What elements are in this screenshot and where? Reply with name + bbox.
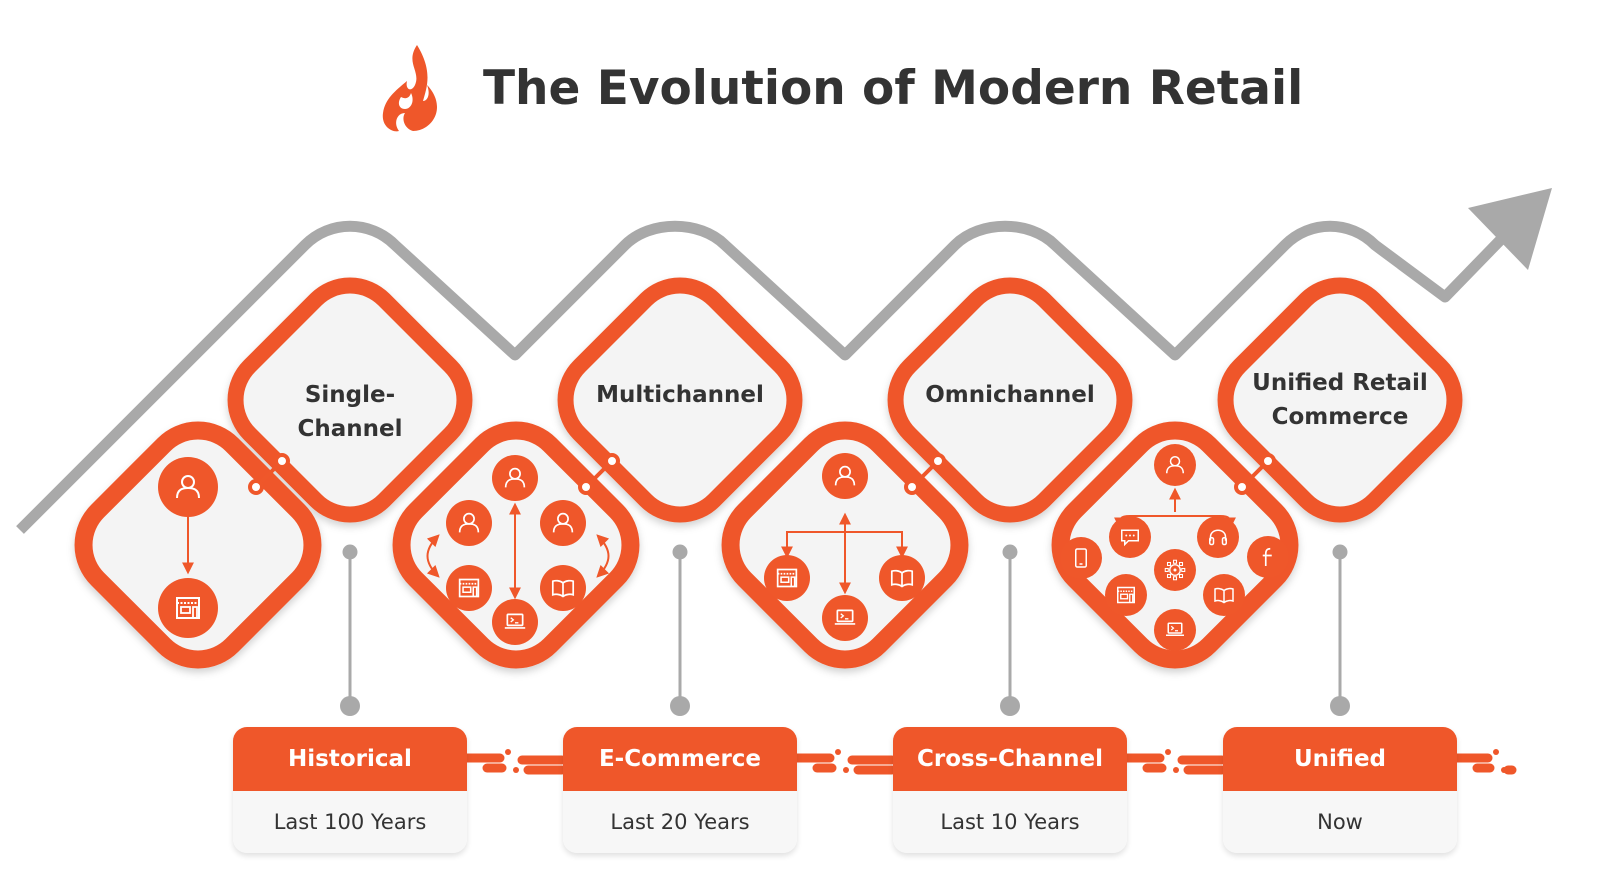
header: The Evolution of Modern Retail <box>375 38 1303 138</box>
hub-icon <box>1154 549 1196 591</box>
user-icon <box>822 453 868 499</box>
user-icon <box>1154 444 1196 486</box>
connector-links <box>248 453 1276 495</box>
store-icon <box>158 578 218 638</box>
stage-title-unified-retail-commerce: Unified Retail Commerce <box>1245 366 1435 434</box>
facebook-icon <box>1247 536 1289 578</box>
store-icon <box>764 555 810 601</box>
stage-title-multichannel: Multichannel <box>596 382 764 408</box>
trend-arrow <box>16 220 1519 534</box>
stage-3-icons <box>764 453 925 641</box>
store-icon <box>446 565 492 611</box>
stage-title-line-2: Commerce <box>1271 404 1409 430</box>
era-card-historical: Historical Last 100 Years <box>233 727 467 853</box>
era-card-cross-channel: Cross-Channel Last 10 Years <box>893 727 1127 853</box>
book-icon <box>1203 574 1245 616</box>
era-label: Unified <box>1223 727 1457 791</box>
user-icon <box>492 455 538 501</box>
era-label: E-Commerce <box>563 727 797 791</box>
era-label: Historical <box>233 727 467 791</box>
stage-4-icons <box>1060 444 1289 651</box>
era-label: Cross-Channel <box>893 727 1127 791</box>
user-icon <box>446 500 492 546</box>
stage-title-single-channel: Single-Channel <box>297 382 403 442</box>
stage-2-icons <box>426 455 610 645</box>
timeline-pins <box>340 544 1350 716</box>
trend-arrow-head <box>1468 188 1552 270</box>
user-icon <box>158 457 218 517</box>
book-icon <box>540 565 586 611</box>
stage-title-omnichannel: Omnichannel <box>925 382 1095 408</box>
era-period: Last 100 Years <box>233 791 467 853</box>
era-card-unified: Unified Now <box>1223 727 1457 853</box>
headphones-icon <box>1197 516 1239 558</box>
laptop-icon <box>492 599 538 645</box>
user-icon <box>540 500 586 546</box>
flame-icon <box>382 44 437 131</box>
laptop-icon <box>822 595 868 641</box>
book-icon <box>879 555 925 601</box>
era-period: Last 20 Years <box>563 791 797 853</box>
chat-icon <box>1109 516 1151 558</box>
page-title: The Evolution of Modern Retail <box>483 60 1304 116</box>
stage-title-line-1: Unified Retail <box>1252 370 1428 396</box>
stage-1-icons <box>158 457 218 638</box>
store-icon <box>1105 574 1147 616</box>
era-card-e-commerce: E-Commerce Last 20 Years <box>563 727 797 853</box>
era-connectors <box>461 749 1517 775</box>
mobile-icon <box>1060 537 1102 579</box>
era-period: Now <box>1223 791 1457 853</box>
era-period: Last 10 Years <box>893 791 1127 853</box>
laptop-icon <box>1154 609 1196 651</box>
